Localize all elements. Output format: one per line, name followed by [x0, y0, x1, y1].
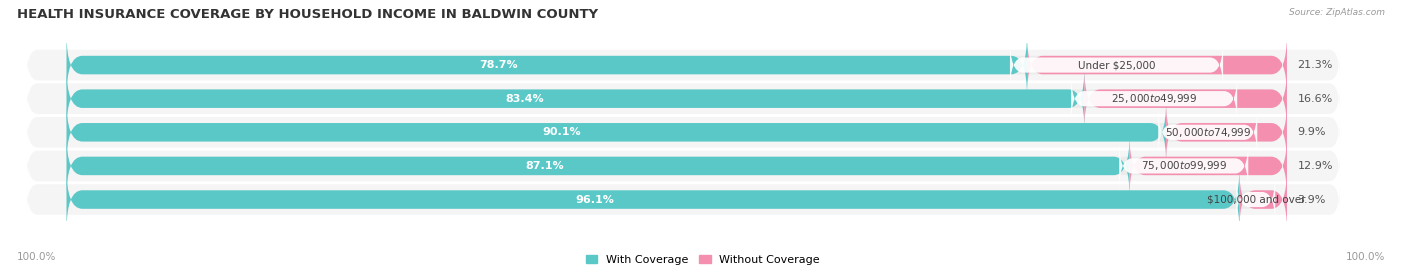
- Text: $25,000 to $49,999: $25,000 to $49,999: [1111, 92, 1198, 105]
- Text: $50,000 to $74,999: $50,000 to $74,999: [1164, 126, 1251, 139]
- Text: $75,000 to $99,999: $75,000 to $99,999: [1140, 159, 1227, 173]
- Text: 3.9%: 3.9%: [1298, 195, 1326, 205]
- FancyBboxPatch shape: [27, 50, 1340, 80]
- Text: 12.9%: 12.9%: [1298, 161, 1333, 171]
- FancyBboxPatch shape: [27, 184, 1340, 215]
- FancyBboxPatch shape: [66, 101, 1286, 163]
- Text: HEALTH INSURANCE COVERAGE BY HOUSEHOLD INCOME IN BALDWIN COUNTY: HEALTH INSURANCE COVERAGE BY HOUSEHOLD I…: [17, 8, 598, 21]
- FancyBboxPatch shape: [66, 135, 1129, 197]
- FancyBboxPatch shape: [1071, 73, 1237, 125]
- Text: 87.1%: 87.1%: [526, 161, 564, 171]
- FancyBboxPatch shape: [1119, 140, 1249, 192]
- FancyBboxPatch shape: [1084, 68, 1286, 130]
- FancyBboxPatch shape: [1010, 39, 1223, 91]
- FancyBboxPatch shape: [27, 117, 1340, 148]
- FancyBboxPatch shape: [1026, 34, 1286, 96]
- FancyBboxPatch shape: [66, 101, 1166, 163]
- Text: 100.0%: 100.0%: [17, 252, 56, 262]
- Text: 90.1%: 90.1%: [543, 127, 581, 137]
- FancyBboxPatch shape: [66, 68, 1084, 130]
- Text: Source: ZipAtlas.com: Source: ZipAtlas.com: [1289, 8, 1385, 17]
- Text: 96.1%: 96.1%: [575, 195, 614, 205]
- FancyBboxPatch shape: [66, 34, 1026, 96]
- Legend: With Coverage, Without Coverage: With Coverage, Without Coverage: [582, 250, 824, 269]
- FancyBboxPatch shape: [27, 83, 1340, 114]
- FancyBboxPatch shape: [1236, 174, 1275, 226]
- FancyBboxPatch shape: [27, 151, 1340, 181]
- Text: 100.0%: 100.0%: [1346, 252, 1385, 262]
- FancyBboxPatch shape: [66, 68, 1286, 130]
- Text: 9.9%: 9.9%: [1298, 127, 1326, 137]
- FancyBboxPatch shape: [66, 168, 1286, 231]
- Text: 83.4%: 83.4%: [505, 94, 544, 104]
- FancyBboxPatch shape: [1239, 168, 1286, 231]
- FancyBboxPatch shape: [66, 135, 1286, 197]
- Text: Under $25,000: Under $25,000: [1078, 60, 1156, 70]
- FancyBboxPatch shape: [66, 34, 1286, 96]
- Text: 78.7%: 78.7%: [479, 60, 517, 70]
- FancyBboxPatch shape: [66, 168, 1239, 231]
- Text: 16.6%: 16.6%: [1298, 94, 1333, 104]
- FancyBboxPatch shape: [1129, 135, 1286, 197]
- FancyBboxPatch shape: [1159, 106, 1257, 158]
- FancyBboxPatch shape: [1166, 101, 1286, 163]
- Text: 21.3%: 21.3%: [1298, 60, 1333, 70]
- Text: $100,000 and over: $100,000 and over: [1206, 195, 1305, 205]
